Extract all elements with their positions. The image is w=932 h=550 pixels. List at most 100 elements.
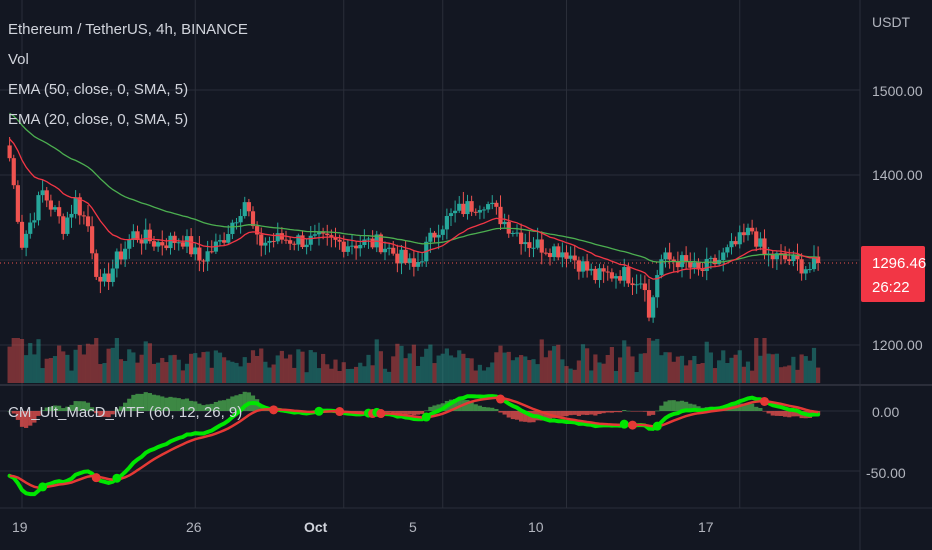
candle-body: [316, 232, 322, 235]
volume-bar: [391, 356, 396, 383]
candle-body: [580, 261, 586, 272]
candle-body: [24, 233, 29, 248]
candle-body: [395, 253, 400, 264]
chart-title[interactable]: Ethereum / TetherUS, 4h, BINANCE: [8, 21, 248, 38]
volume-bar: [519, 355, 524, 383]
candle-body: [292, 243, 297, 245]
candle-body: [222, 240, 227, 243]
candle-body: [48, 200, 53, 210]
volume-bar: [646, 338, 652, 383]
macd-cross-dot: [496, 394, 505, 404]
volume-bar: [44, 358, 49, 383]
volume-bar: [19, 338, 25, 383]
macd-hist-bar: [11, 411, 16, 414]
volume-bar: [337, 370, 342, 383]
volume-bar: [523, 356, 528, 383]
macd-cross-dot: [269, 405, 279, 415]
candle-body: [556, 246, 561, 258]
volume-bar: [688, 360, 693, 383]
candle-body: [354, 245, 359, 249]
candle-body: [81, 215, 86, 217]
volume-bar: [271, 364, 276, 383]
volume-bar: [217, 352, 223, 383]
macd-hist-bar: [543, 411, 548, 421]
candle-body: [321, 232, 326, 234]
volume-bar: [57, 345, 62, 383]
macd-hist-bar: [73, 401, 78, 411]
macd-hist-bar: [391, 411, 396, 413]
candle-body: [696, 262, 701, 270]
volume-bar: [110, 347, 115, 383]
volume-bar: [275, 355, 280, 383]
macd-hist-bar: [605, 411, 610, 413]
candle-body: [329, 235, 334, 238]
legend-macd[interactable]: CM_Ult_MacD_MTF (60, 12, 26, 9): [8, 404, 243, 421]
volume-bar: [428, 344, 433, 383]
volume-bar: [725, 363, 730, 383]
candle-body: [259, 234, 264, 246]
candle-body: [638, 283, 643, 285]
volume-bar: [127, 349, 132, 383]
price-tag: [861, 246, 925, 302]
candle-body: [345, 246, 350, 252]
volume-bar: [349, 368, 355, 383]
macd-hist-bar: [626, 410, 631, 412]
candle-body: [90, 226, 95, 254]
candle-body: [7, 145, 12, 159]
candle-body: [729, 241, 734, 248]
macd-hist-bar: [477, 405, 482, 411]
candle-body: [609, 272, 614, 279]
volume-bar: [457, 350, 462, 383]
candle-body: [65, 217, 70, 234]
macd-hist-bar: [118, 406, 124, 411]
macd-hist-bar: [634, 411, 639, 412]
legend-vol[interactable]: Vol: [8, 51, 29, 68]
candle-body: [440, 229, 445, 235]
volume-bar: [415, 365, 421, 383]
candle-body: [461, 203, 466, 215]
volume-bar: [354, 366, 359, 383]
macd-hist-bar: [642, 411, 647, 412]
macd-hist-bar: [465, 400, 470, 411]
volume-bar: [180, 370, 185, 383]
candle-body: [626, 267, 631, 284]
volume-bar: [279, 350, 284, 383]
macd-hist-bar: [36, 411, 41, 416]
volume-bar: [626, 346, 631, 383]
macd-cross-dot: [38, 482, 48, 492]
candle-body: [349, 245, 355, 247]
volume-bar: [333, 359, 338, 383]
candle-body: [791, 254, 796, 262]
macd-hist-bar: [415, 411, 421, 415]
volume-bar: [213, 350, 218, 383]
candle-body: [325, 233, 330, 236]
macd-hist-bar: [81, 401, 86, 411]
candle-body: [391, 247, 396, 254]
macd-cross-dot: [91, 473, 101, 483]
candle-body: [246, 202, 251, 212]
candle-body: [572, 255, 577, 261]
legend-ema20[interactable]: EMA (20, close, 0, SMA, 5): [8, 111, 189, 128]
candle-body: [671, 259, 676, 262]
legend-ema50[interactable]: EMA (50, close, 0, SMA, 5): [8, 81, 189, 98]
volume-bar: [118, 359, 124, 383]
volume-bar: [147, 343, 152, 383]
macd-hist-bar: [230, 396, 235, 411]
candle-body: [135, 231, 140, 241]
macd-hist-bar: [671, 400, 676, 411]
macd-hist-bar: [424, 410, 429, 411]
candle-body: [613, 276, 619, 279]
candle-body: [543, 252, 548, 254]
candle-body: [758, 238, 763, 247]
candle-body: [655, 275, 660, 298]
candle-body: [486, 204, 491, 210]
volume-bar: [634, 372, 639, 383]
macd-hist-bar: [655, 410, 660, 412]
macd-hist-bar: [791, 411, 796, 417]
volume-bar: [807, 360, 812, 383]
volume-bar: [238, 366, 243, 383]
macd-hist-bar: [568, 411, 573, 416]
macd-hist-bar: [750, 403, 755, 411]
volume-bar: [246, 362, 251, 383]
